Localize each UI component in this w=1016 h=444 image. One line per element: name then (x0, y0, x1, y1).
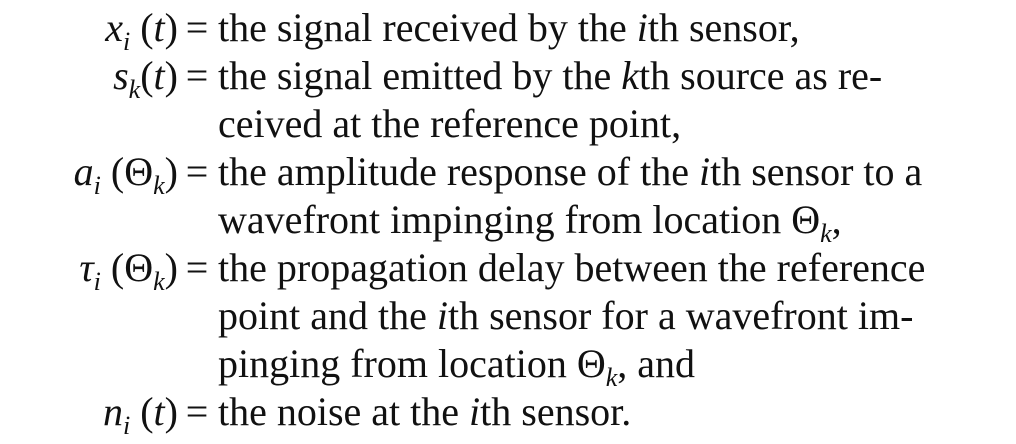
equals-sign: = (185, 5, 209, 50)
italic-run: i (636, 5, 648, 50)
text-run: pinging from location Θ (218, 341, 606, 386)
symbol-base: s (113, 53, 129, 98)
symbol-argument: Θ (124, 149, 154, 194)
text-run: the amplitude response of the (218, 149, 699, 194)
definition-line: the signal emitted by the kth source as … (218, 52, 882, 100)
text-run: th sensor for a wavefront im- (447, 293, 914, 338)
symbol-base: n (102, 389, 123, 434)
text-run: th sensor. (480, 389, 632, 434)
symbol-base: x (105, 5, 123, 50)
definition-text: the signal received by the ith sensor, (218, 4, 800, 52)
symbol-argument-subscript: k (153, 171, 165, 200)
symbol-subscript: i (122, 27, 131, 56)
definition-line: point and the ith sensor for a wavefront… (218, 292, 925, 340)
symbol: ni (t) (102, 389, 178, 440)
text-run: the signal emitted by the (218, 53, 622, 98)
italic-run: i (698, 149, 711, 194)
subscript-run: k (605, 363, 618, 392)
definition-line: the signal received by the ith sensor, (218, 4, 800, 52)
definition-text: the amplitude response of the ith sensor… (218, 148, 922, 247)
symbol-argument: t (153, 5, 165, 50)
definition-text: the propagation delay between the refere… (218, 244, 925, 391)
equals-sign: = (185, 245, 209, 290)
text-run: th sensor to a (710, 149, 923, 194)
symbol-argument-subscript: k (153, 267, 165, 296)
symbol: sk(t) (113, 53, 178, 104)
italic-run: i (436, 293, 448, 338)
definition-line: the noise at the ith sensor. (218, 388, 631, 436)
symbol-subscript: i (93, 171, 101, 200)
equals-sign: = (185, 389, 209, 434)
text-run: , and (617, 341, 696, 386)
definition-line: pinging from location Θk, and (218, 340, 925, 391)
symbol-base: τ (79, 245, 94, 290)
definition-text: the signal emitted by the kth source as … (218, 52, 882, 148)
symbol-argument: Θ (124, 245, 154, 290)
symbol-subscript: k (128, 75, 141, 104)
definition-line: ceived at the reference point, (218, 100, 882, 148)
symbol: ai (Θk) (73, 149, 178, 200)
text-run: point and the (218, 293, 437, 338)
definition-line: the amplitude response of the ith sensor… (218, 148, 922, 196)
text-run: ceived at the reference point, (218, 101, 682, 146)
italic-run: i (469, 389, 481, 434)
text-run: , (831, 197, 842, 242)
symbol: τi (Θk) (79, 245, 178, 296)
subscript-run: k (820, 219, 832, 248)
symbol-argument: t (153, 389, 165, 434)
equals-sign: = (185, 53, 209, 98)
italic-run: k (621, 53, 640, 98)
text-run: the signal received by the (218, 5, 637, 50)
text-run: the noise at the (218, 389, 470, 434)
symbol-argument: t (153, 53, 165, 98)
text-run: wavefront impinging from location Θ (218, 197, 821, 242)
definition-text: the noise at the ith sensor. (218, 388, 631, 436)
symbol-subscript: i (93, 267, 101, 296)
text-run: th source as re- (639, 53, 883, 98)
symbol-subscript: i (122, 411, 131, 440)
symbol-base: a (73, 149, 94, 194)
symbol: xi (t) (105, 5, 178, 56)
text-run: th sensor, (647, 5, 800, 50)
equals-sign: = (185, 149, 209, 194)
text-run: the propagation delay between the refere… (218, 245, 926, 290)
definition-line: the propagation delay between the refere… (218, 244, 925, 292)
definition-line: wavefront impinging from location Θk, (218, 196, 922, 247)
